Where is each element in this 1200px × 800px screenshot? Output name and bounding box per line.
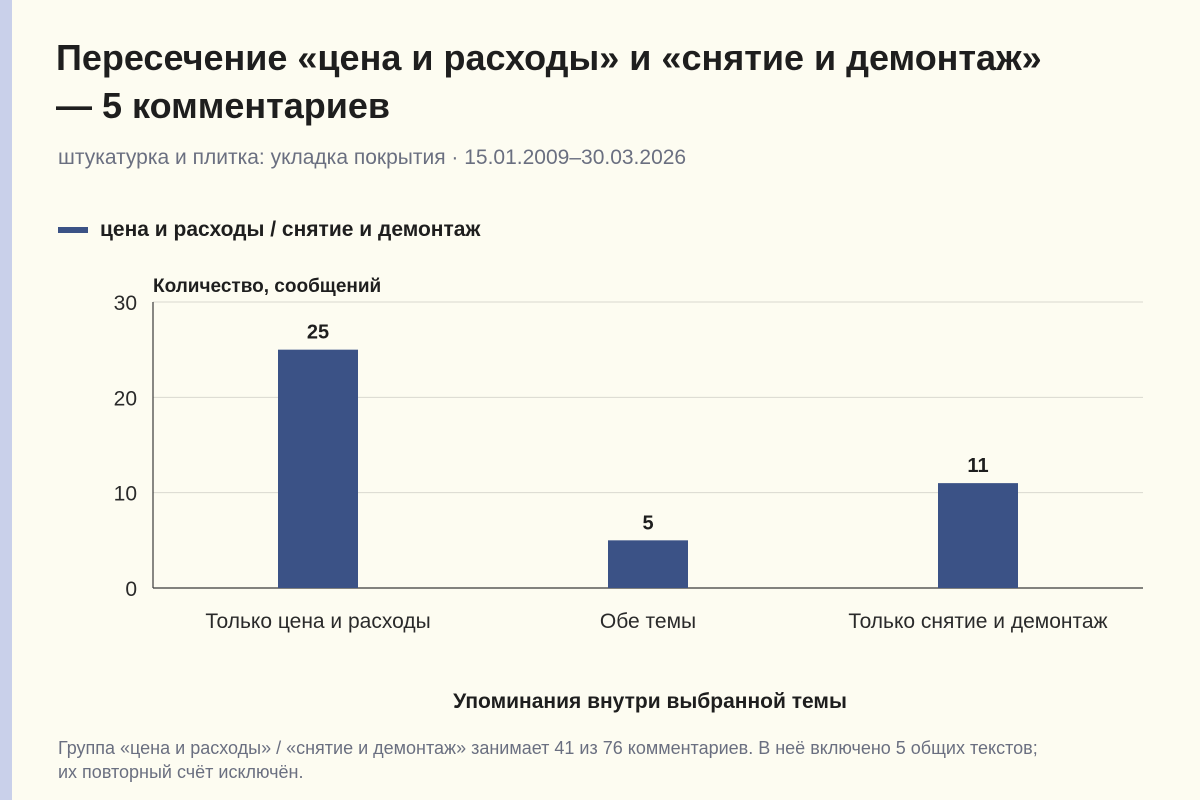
- bar-2: [608, 540, 688, 588]
- data-labels: 25 5 11: [307, 322, 989, 535]
- x-tick-label-1: Только цена и расходы: [205, 610, 430, 633]
- legend-label: цена и расходы / снятие и демонтаж: [100, 218, 481, 241]
- x-tick-labels: Только цена и расходы Обе темы Только снят…: [205, 610, 1107, 633]
- bar-1: [278, 349, 358, 588]
- y-tick-label: 0: [125, 578, 137, 601]
- data-label-1: 25: [307, 322, 329, 344]
- chart-subtitle: штукатурка и плитка: укладка покрытия · …: [58, 146, 687, 169]
- chart-title: Пересечение «цена и расходы» и «снятие и…: [56, 37, 1042, 126]
- y-tick-labels: 0 10 20 30: [114, 292, 137, 601]
- x-tick-label-2: Обе темы: [600, 610, 696, 633]
- data-label-2: 5: [642, 512, 653, 534]
- y-tick-label: 30: [114, 292, 137, 315]
- legend-swatch: [58, 227, 88, 233]
- left-accent-strip: [0, 0, 12, 800]
- data-label-3: 11: [967, 455, 988, 477]
- y-tick-label: 10: [114, 483, 137, 506]
- y-axis-label: Количество, сообщений: [153, 276, 381, 297]
- y-tick-label: 20: [114, 387, 137, 410]
- x-axis-label: Упоминания внутри выбранной темы: [453, 690, 847, 713]
- legend: цена и расходы / снятие и демонтаж: [58, 218, 480, 242]
- bar-3: [938, 483, 1018, 588]
- bars: [278, 349, 1018, 588]
- x-tick-label-3: Только снятие и демонтаж: [848, 610, 1107, 633]
- footnote: Группа «цена и расходы» / «снятие и демо…: [58, 738, 1038, 782]
